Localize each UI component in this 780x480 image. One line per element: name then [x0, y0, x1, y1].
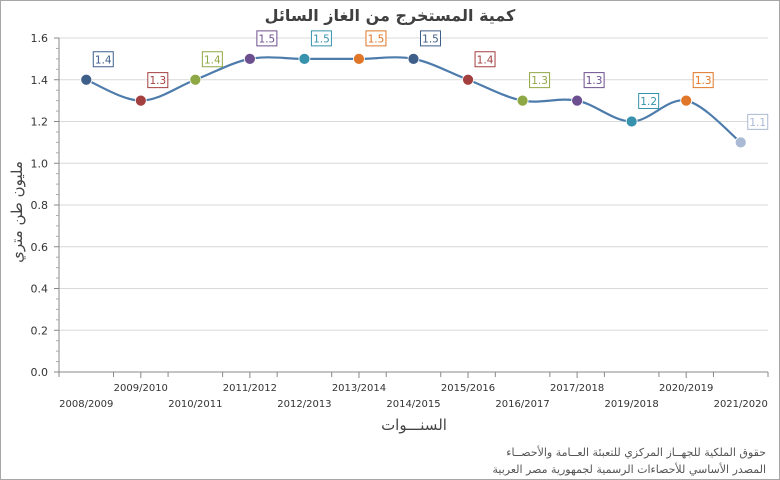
- source-note: حقوق الملكية للجهــاز المركزي للتعبئة ال…: [492, 444, 766, 478]
- data-point[interactable]: [462, 73, 474, 86]
- data-point[interactable]: [516, 94, 529, 107]
- data-label: 1.3: [586, 75, 603, 87]
- x-tick-label: 2016/2017: [495, 399, 549, 410]
- x-axis-title: السنـــوات: [381, 416, 447, 434]
- data-label-box: [692, 72, 714, 89]
- source-line-1: حقوق الملكية للجهــاز المركزي للتعبئة ال…: [506, 446, 766, 459]
- y-tick-label: 0.0: [31, 366, 49, 379]
- source-line-2: المصدر الأساسي للأحصاءات الرسمية لجمهوري…: [492, 463, 766, 476]
- data-label: 1.4: [204, 54, 221, 66]
- data-label-box: [474, 51, 496, 68]
- data-label-box: [256, 30, 278, 47]
- data-label: 1.5: [259, 33, 276, 45]
- data-point[interactable]: [80, 73, 93, 86]
- data-label: 1.5: [368, 33, 385, 45]
- data-point[interactable]: [407, 52, 420, 65]
- data-label-box: [638, 93, 660, 109]
- data-label: 1.4: [95, 54, 112, 66]
- data-point[interactable]: [734, 136, 747, 149]
- x-tick-label: 2017/2018: [550, 383, 604, 394]
- y-tick-label: 1.2: [31, 116, 49, 129]
- data-label-box: [310, 30, 332, 47]
- data-label: 1.5: [422, 33, 439, 45]
- x-tick-labels: 2008/20092009/20102010/20112011/20122012…: [58, 372, 769, 410]
- data-point[interactable]: [298, 52, 311, 65]
- y-axis-title: مليون طن متري: [8, 161, 27, 263]
- x-tick-label: 2013/2014: [332, 383, 386, 394]
- data-label: 1.4: [477, 54, 494, 66]
- data-label-box: [583, 72, 605, 89]
- data-point[interactable]: [134, 94, 147, 107]
- y-tick-label: 1.6: [31, 32, 49, 45]
- data-point[interactable]: [243, 52, 256, 65]
- x-tick-label: 2008/2009: [59, 399, 113, 410]
- data-label-box: [420, 30, 441, 47]
- y-tick-label: 0.6: [31, 241, 49, 254]
- y-tick-label: 1.4: [31, 74, 49, 87]
- data-points: [80, 52, 747, 149]
- x-tick-label: 2010/2011: [168, 399, 222, 410]
- chart-title: كمية المستخرج من الغاز السائل: [264, 6, 516, 25]
- x-tick-label: 2012/2013: [277, 399, 331, 410]
- data-label-box: [747, 113, 769, 130]
- x-tick-label: 2020/2019: [659, 383, 713, 394]
- x-tick-label: 2011/2012: [223, 383, 277, 394]
- data-label: 1.5: [313, 33, 330, 45]
- x-tick-label: 2021/2020: [714, 399, 768, 410]
- data-point[interactable]: [353, 52, 365, 65]
- data-label: 1.3: [149, 75, 166, 87]
- data-point[interactable]: [625, 115, 638, 128]
- data-point[interactable]: [189, 73, 202, 86]
- data-point[interactable]: [680, 94, 693, 107]
- x-tick-label: 2015/2016: [441, 383, 495, 394]
- y-tick-label: 0.8: [31, 199, 49, 212]
- data-label-box: [529, 72, 551, 89]
- y-tick-label: 1.0: [31, 157, 49, 170]
- data-label: 1.3: [695, 75, 712, 87]
- data-label: 1.3: [531, 75, 548, 87]
- data-label: 1.1: [749, 117, 766, 129]
- data-point[interactable]: [571, 94, 584, 107]
- data-label-box: [147, 72, 169, 89]
- data-label: 1.2: [640, 96, 657, 108]
- y-tick-label: 0.4: [31, 283, 49, 296]
- data-label-box: [365, 30, 387, 47]
- y-tick-labels: 0.0 0.2 0.4 0.6 0.8 1.0 1.2 1.4 1.6: [31, 32, 59, 379]
- x-tick-label: 2019/2018: [605, 399, 659, 410]
- data-labels: 1.4 1.3 1.4 1.5 1.5 1.5 1.5 1.4 1.3 1.3 1.2 1.3 1.1: [92, 30, 769, 130]
- x-tick-label: 2014/2015: [386, 399, 440, 410]
- y-tick-label: 0.2: [31, 324, 49, 337]
- data-label-box: [92, 51, 114, 68]
- x-tick-label: 2009/2010: [114, 383, 168, 394]
- data-label-box: [201, 51, 223, 68]
